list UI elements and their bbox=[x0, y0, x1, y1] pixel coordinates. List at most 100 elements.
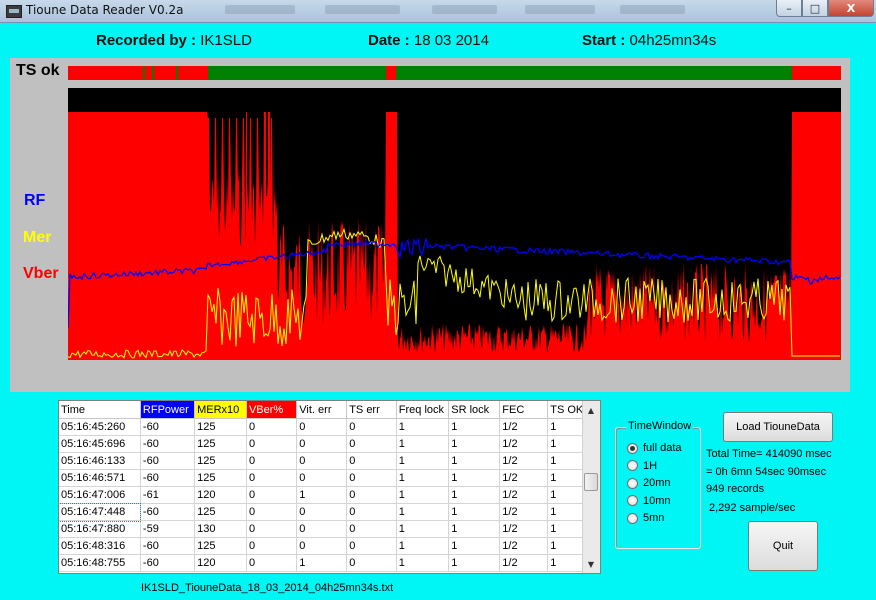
radio-icon[interactable] bbox=[627, 512, 638, 524]
table-cell[interactable]: 1 bbox=[448, 503, 501, 521]
table-cell[interactable]: 1 bbox=[296, 554, 348, 572]
table-cell[interactable]: 1 bbox=[396, 469, 450, 487]
table-cell[interactable]: 0 bbox=[346, 452, 397, 470]
table-cell[interactable]: 0 bbox=[346, 520, 397, 538]
column-header[interactable]: Time bbox=[59, 401, 141, 419]
table-cell[interactable]: 125 bbox=[194, 435, 247, 453]
table-cell[interactable]: 1 bbox=[396, 503, 450, 521]
table-row[interactable]: 05:16:47:880 -59 130 0 0 0 1 1 1/2 1 bbox=[59, 520, 600, 538]
table-cell[interactable]: -60 bbox=[140, 537, 196, 555]
table-row[interactable]: 05:16:48:316 -60 125 0 0 0 1 1 1/2 1 bbox=[59, 537, 600, 555]
table-cell[interactable]: 0 bbox=[296, 520, 348, 538]
table-cell[interactable]: 1 bbox=[448, 554, 501, 572]
table-cell[interactable]: 1/2 bbox=[499, 469, 549, 487]
column-header[interactable]: MERx10 bbox=[194, 401, 247, 419]
table-cell[interactable]: 1 bbox=[396, 452, 450, 470]
close-button[interactable]: X bbox=[828, 0, 874, 17]
table-cell[interactable]: -60 bbox=[140, 452, 196, 470]
column-header[interactable]: TS err bbox=[346, 401, 397, 419]
table-cell[interactable]: 05:16:46:571 bbox=[59, 469, 141, 487]
table-cell[interactable]: 0 bbox=[246, 435, 298, 453]
scroll-thumb[interactable] bbox=[584, 473, 598, 491]
column-header[interactable]: VBer% bbox=[246, 401, 298, 419]
table-cell[interactable]: 0 bbox=[246, 418, 298, 436]
table-cell[interactable]: 0 bbox=[246, 520, 298, 538]
maximize-button[interactable]: □ bbox=[802, 0, 828, 17]
radio-icon[interactable] bbox=[627, 477, 638, 489]
table-row[interactable]: 05:16:45:260 -60 125 0 0 0 1 1 1/2 1 bbox=[59, 418, 600, 436]
table-cell[interactable]: 1/2 bbox=[499, 452, 549, 470]
time-window-option[interactable]: 20mn bbox=[627, 475, 671, 491]
table-cell[interactable]: -60 bbox=[140, 469, 196, 487]
table-cell[interactable]: 0 bbox=[346, 469, 397, 487]
table-cell[interactable]: 125 bbox=[194, 469, 247, 487]
table-cell[interactable]: 1 bbox=[396, 418, 450, 436]
table-cell[interactable]: 125 bbox=[194, 537, 247, 555]
table-cell[interactable]: 1/2 bbox=[499, 418, 549, 436]
column-header[interactable]: Freq lock bbox=[396, 401, 450, 419]
table-cell[interactable]: 05:16:47:448 bbox=[59, 502, 142, 522]
table-cell[interactable]: 1 bbox=[448, 452, 501, 470]
table-cell[interactable]: 0 bbox=[296, 537, 348, 555]
table-cell[interactable]: 120 bbox=[194, 554, 247, 572]
table-row[interactable]: 05:16:45:696 -60 125 0 0 0 1 1 1/2 1 bbox=[59, 435, 600, 453]
column-header[interactable]: Vit. err bbox=[296, 401, 348, 419]
table-cell[interactable]: 125 bbox=[194, 452, 247, 470]
table-cell[interactable]: 05:16:47:006 bbox=[59, 486, 141, 504]
table-cell[interactable]: 0 bbox=[246, 554, 298, 572]
table-cell[interactable]: 1 bbox=[448, 520, 501, 538]
table-cell[interactable]: -59 bbox=[140, 520, 196, 538]
table-cell[interactable]: 1 bbox=[396, 520, 450, 538]
table-cell[interactable]: 1 bbox=[396, 486, 450, 504]
table-cell[interactable]: 1 bbox=[448, 418, 501, 436]
scroll-up-icon[interactable]: ▲ bbox=[587, 405, 595, 415]
table-cell[interactable]: 130 bbox=[194, 520, 247, 538]
table-cell[interactable]: 05:16:48:755 bbox=[59, 554, 141, 572]
table-cell[interactable]: 1 bbox=[396, 435, 450, 453]
table-cell[interactable]: 0 bbox=[296, 435, 348, 453]
table-row[interactable]: 05:16:46:133 -60 125 0 0 0 1 1 1/2 1 bbox=[59, 452, 600, 470]
radio-icon[interactable] bbox=[627, 495, 638, 506]
table-cell[interactable]: 0 bbox=[246, 469, 298, 487]
data-grid[interactable]: Time RFPower MERx10 VBer% Vit. err TS err Freq… bbox=[58, 400, 601, 574]
table-cell[interactable]: -60 bbox=[140, 554, 196, 572]
radio-icon[interactable] bbox=[627, 442, 638, 454]
table-cell[interactable]: 125 bbox=[194, 503, 247, 521]
table-cell[interactable]: 1 bbox=[296, 486, 348, 504]
table-cell[interactable]: -60 bbox=[140, 503, 196, 521]
table-cell[interactable]: -60 bbox=[140, 435, 196, 453]
table-cell[interactable]: 1/2 bbox=[499, 435, 549, 453]
time-window-option[interactable]: full data bbox=[627, 440, 682, 456]
table-cell[interactable]: 0 bbox=[346, 537, 397, 555]
table-cell[interactable]: 1 bbox=[448, 469, 501, 487]
time-window-option[interactable]: 5mn bbox=[627, 510, 664, 526]
table-cell[interactable]: 1 bbox=[396, 537, 450, 555]
quit-button[interactable]: Quit bbox=[748, 521, 818, 571]
table-cell[interactable]: 05:16:48:316 bbox=[59, 537, 141, 555]
table-row[interactable]: 05:16:47:006 -61 120 0 1 0 1 1 1/2 1 bbox=[59, 486, 600, 504]
table-cell[interactable]: 1 bbox=[396, 554, 450, 572]
table-cell[interactable]: 125 bbox=[194, 418, 247, 436]
table-cell[interactable]: 05:16:47:880 bbox=[59, 520, 141, 538]
table-cell[interactable]: 1/2 bbox=[499, 486, 549, 504]
vertical-scrollbar[interactable]: ▲ ▼ bbox=[582, 401, 600, 573]
table-cell[interactable]: 0 bbox=[346, 418, 397, 436]
table-cell[interactable]: 0 bbox=[296, 418, 348, 436]
table-cell[interactable]: 1/2 bbox=[499, 503, 549, 521]
table-cell[interactable]: 05:16:45:260 bbox=[59, 418, 141, 436]
table-cell[interactable]: 0 bbox=[246, 486, 298, 504]
table-cell[interactable]: 1 bbox=[448, 435, 501, 453]
table-cell[interactable]: -61 bbox=[140, 486, 196, 504]
table-cell[interactable]: 1 bbox=[448, 537, 501, 555]
table-cell[interactable]: 1/2 bbox=[499, 537, 549, 555]
load-data-button[interactable]: Load TiouneData bbox=[723, 412, 833, 442]
table-cell[interactable]: 0 bbox=[296, 452, 348, 470]
time-window-option[interactable]: 1H bbox=[627, 458, 657, 474]
table-cell[interactable]: 0 bbox=[346, 554, 397, 572]
table-cell[interactable]: 0 bbox=[296, 469, 348, 487]
table-cell[interactable]: 0 bbox=[346, 486, 397, 504]
table-cell[interactable]: 05:16:46:133 bbox=[59, 452, 141, 470]
time-window-option[interactable]: 10mn bbox=[627, 493, 671, 509]
column-header[interactable]: RFPower bbox=[140, 401, 196, 419]
minimize-button[interactable]: – bbox=[776, 0, 802, 17]
